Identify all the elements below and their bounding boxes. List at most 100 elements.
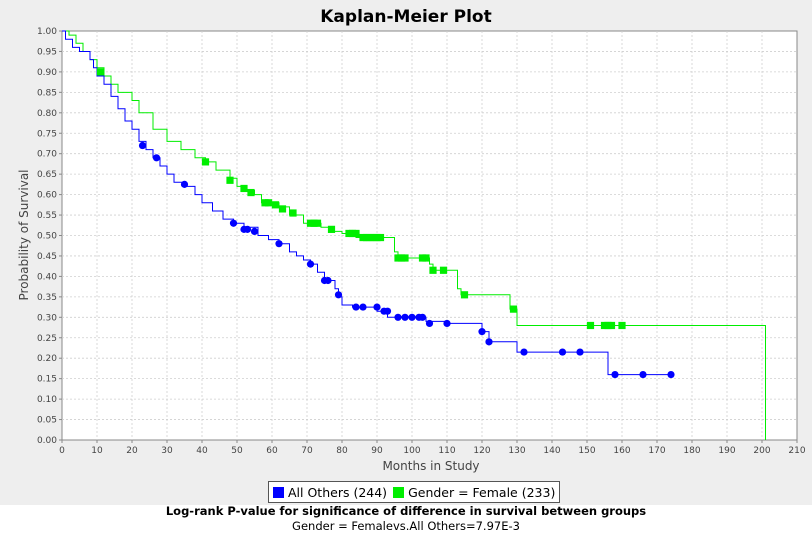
censor-marker-square [96, 68, 105, 76]
legend-item-female: Gender = Female (233) [393, 485, 555, 500]
censor-marker-square [278, 205, 287, 213]
censor-marker-square [226, 176, 234, 184]
legend-item-all-others: All Others (244) [273, 485, 387, 500]
y-tick-label: 0.50 [37, 232, 57, 242]
x-tick-label: 110 [438, 446, 455, 456]
censor-marker-circle [306, 260, 315, 268]
x-tick-label: 40 [196, 446, 208, 456]
censor-marker-square [618, 321, 626, 330]
censor-marker-circle [334, 291, 343, 299]
x-tick-label: 100 [403, 446, 420, 456]
y-tick-label: 0.20 [37, 354, 57, 364]
y-tick-label: 0.45 [37, 252, 57, 262]
y-tick-label: 0.60 [37, 191, 57, 201]
censor-marker-square [240, 184, 248, 193]
censor-marker-square [247, 188, 255, 197]
censor-marker-circle [443, 319, 451, 328]
y-tick-label: 0.30 [37, 313, 57, 323]
survival-curve-series-0 [62, 30, 671, 376]
x-tick-label: 170 [648, 446, 665, 456]
censor-marker-square [352, 229, 360, 238]
y-tick-label: 0.15 [37, 375, 57, 385]
censor-marker-circle [138, 141, 147, 150]
legend-label: All Others (244) [288, 484, 388, 500]
legend-label: Gender = Female (233) [408, 484, 556, 500]
censor-marker-circle [352, 303, 360, 311]
censor-marker-circle [425, 319, 434, 328]
censor-marker-circle [520, 348, 528, 356]
y-tick-label: 0.80 [37, 109, 57, 119]
y-tick-label: 0.75 [37, 129, 57, 139]
censor-marker-square [460, 291, 469, 299]
y-axis-label: Probability of Survival [17, 169, 31, 300]
x-tick-label: 10 [91, 446, 103, 456]
x-tick-label: 200 [753, 446, 770, 456]
x-tick-label: 130 [508, 446, 525, 456]
censor-marker-circle [152, 154, 161, 162]
censor-marker-circle [418, 313, 427, 321]
logrank-value: Gender = Femalevs.All Others=7.97E-3 [292, 519, 520, 533]
chart-title: Kaplan-Meier Plot [320, 7, 491, 27]
x-tick-label: 150 [578, 446, 595, 456]
censor-marker-square [201, 158, 210, 166]
y-tick-label: 0.65 [37, 170, 57, 180]
x-tick-label: 0 [59, 446, 65, 456]
censor-marker-square [401, 254, 409, 262]
censor-marker-square [313, 219, 322, 227]
censor-marker-square [429, 266, 437, 274]
censor-marker-circle [639, 370, 647, 379]
y-tick-label: 0.25 [37, 334, 57, 344]
censor-marker-circle [359, 303, 367, 311]
censor-marker-circle [275, 240, 283, 248]
y-axis-ticks: 0.00 0.05 0.10 0.15 0.20 0.25 0.30 0.35 0.40 0.45… [37, 27, 62, 446]
y-tick-label: 0.70 [37, 150, 57, 160]
x-tick-label: 160 [613, 446, 630, 456]
censor-marker-circle [485, 338, 493, 346]
censor-marker-circle [394, 313, 402, 321]
legend-swatch-blue [273, 486, 284, 498]
censor-marker-square [327, 225, 336, 233]
censor-marker-circle [180, 180, 189, 188]
censor-marker-circle [243, 225, 252, 233]
censor-markers [96, 68, 675, 379]
x-tick-label: 80 [336, 446, 348, 456]
x-axis-label: Months in Study [382, 459, 479, 473]
y-tick-label: 0.35 [37, 293, 57, 303]
grid-lines [62, 31, 797, 440]
censor-marker-square [509, 305, 518, 313]
y-tick-label: 0.55 [37, 211, 57, 221]
x-tick-label: 210 [788, 446, 805, 456]
x-tick-label: 120 [473, 446, 490, 456]
censor-marker-circle [558, 348, 567, 356]
censor-marker-circle [229, 219, 238, 227]
logrank-title: Log-rank P-value for significance of dif… [165, 504, 647, 518]
censor-marker-circle [611, 370, 619, 379]
censor-marker-circle [667, 370, 675, 379]
x-tick-label: 30 [161, 446, 173, 456]
censor-marker-square [586, 321, 595, 330]
chart-legend: All Others (244) Gender = Female (233) [268, 481, 561, 503]
y-tick-label: 0.40 [37, 272, 57, 282]
censor-marker-circle [401, 313, 409, 321]
censor-marker-square [289, 209, 297, 217]
censor-marker-circle [383, 307, 392, 315]
y-tick-label: 0.85 [37, 88, 57, 98]
censor-marker-square [271, 201, 280, 209]
censor-marker-circle [408, 313, 416, 321]
censor-marker-circle [478, 328, 486, 336]
censor-marker-square [422, 254, 430, 262]
censor-marker-square [376, 233, 385, 242]
y-tick-label: 1.00 [37, 27, 57, 37]
x-tick-label: 20 [126, 446, 138, 456]
y-tick-label: 0.95 [37, 47, 57, 57]
x-tick-label: 180 [683, 446, 700, 456]
y-tick-label: 0.10 [37, 395, 57, 405]
censor-marker-circle [250, 227, 259, 236]
censor-marker-circle [324, 276, 332, 285]
x-tick-label: 50 [231, 446, 243, 456]
y-tick-label: 0.05 [37, 416, 57, 426]
censor-marker-circle [373, 303, 381, 311]
x-tick-label: 70 [301, 446, 313, 456]
censor-marker-square [439, 266, 448, 274]
legend-swatch-green [393, 486, 405, 498]
